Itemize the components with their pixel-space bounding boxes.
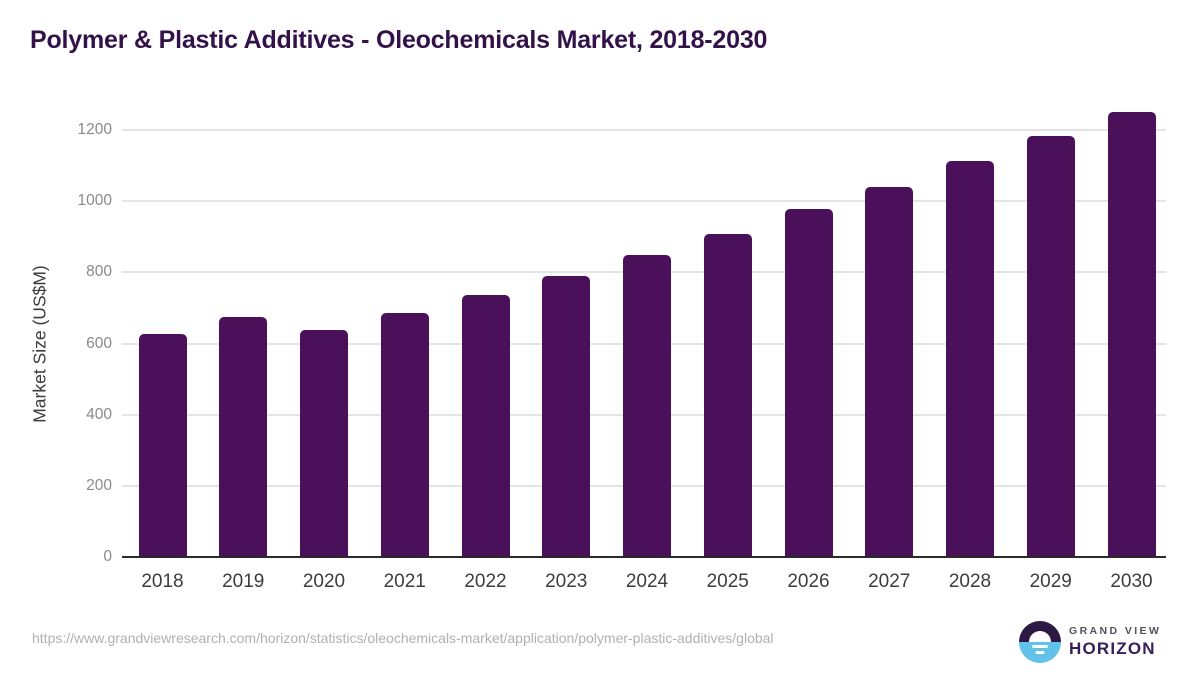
horizon-sun-icon [1019, 621, 1061, 663]
bar-2026[interactable] [784, 209, 833, 557]
bar-2022[interactable] [461, 295, 510, 557]
x-tick-label-2020: 2020 [302, 571, 346, 592]
y-tick-label-800: 800 [86, 263, 112, 281]
y-tick-label-1000: 1000 [77, 192, 112, 210]
x-tick-label-2019: 2019 [222, 571, 265, 592]
bar-2030[interactable] [1107, 111, 1156, 557]
gridline-1200 [122, 129, 1166, 131]
x-tick-label-2024: 2024 [625, 571, 669, 592]
brand-logo: GRAND VIEW HORIZON [1019, 621, 1161, 663]
bar-2021[interactable] [380, 312, 429, 557]
x-tick-label-2018: 2018 [141, 571, 184, 592]
brand-name-top: GRAND VIEW [1069, 625, 1162, 637]
y-tick-label-200: 200 [86, 476, 112, 494]
bar-2027[interactable] [865, 186, 914, 557]
gridline-1000 [122, 200, 1166, 203]
x-tick-label-2023: 2023 [545, 571, 588, 592]
bar-2023[interactable] [542, 275, 591, 557]
source-url: https://www.grandviewresearch.com/horizo… [32, 630, 774, 646]
y-tick-label-600: 600 [86, 334, 112, 352]
x-tick-label-2025: 2025 [706, 571, 749, 592]
page-title: Polymer & Plastic Additives - Oleochemic… [30, 26, 768, 54]
y-tick-label-400: 400 [86, 405, 112, 423]
y-axis-title: Market Size (US$M) [29, 265, 50, 423]
x-tick-label-2026: 2026 [787, 571, 830, 592]
x-tick-label-2030: 2030 [1110, 571, 1153, 592]
x-tick-label-2029: 2029 [1029, 571, 1072, 592]
x-axis-line [122, 556, 1166, 558]
x-tick-label-2022: 2022 [464, 571, 507, 592]
bar-2019[interactable] [219, 317, 268, 557]
bar-2029[interactable] [1026, 136, 1075, 557]
bar-2024[interactable] [623, 254, 671, 557]
bar-2025[interactable] [703, 233, 752, 557]
x-tick-label-2021: 2021 [383, 571, 426, 592]
x-tick-label-2027: 2027 [868, 571, 911, 592]
y-tick-label-0: 0 [103, 548, 112, 565]
bar-2018[interactable] [138, 333, 187, 557]
brand-name-bottom: HORIZON [1069, 639, 1156, 658]
bar-2020[interactable] [300, 329, 348, 557]
bar-2028[interactable] [946, 160, 994, 557]
x-tick-label-2028: 2028 [948, 571, 992, 592]
y-tick-label-1200: 1200 [77, 121, 112, 138]
